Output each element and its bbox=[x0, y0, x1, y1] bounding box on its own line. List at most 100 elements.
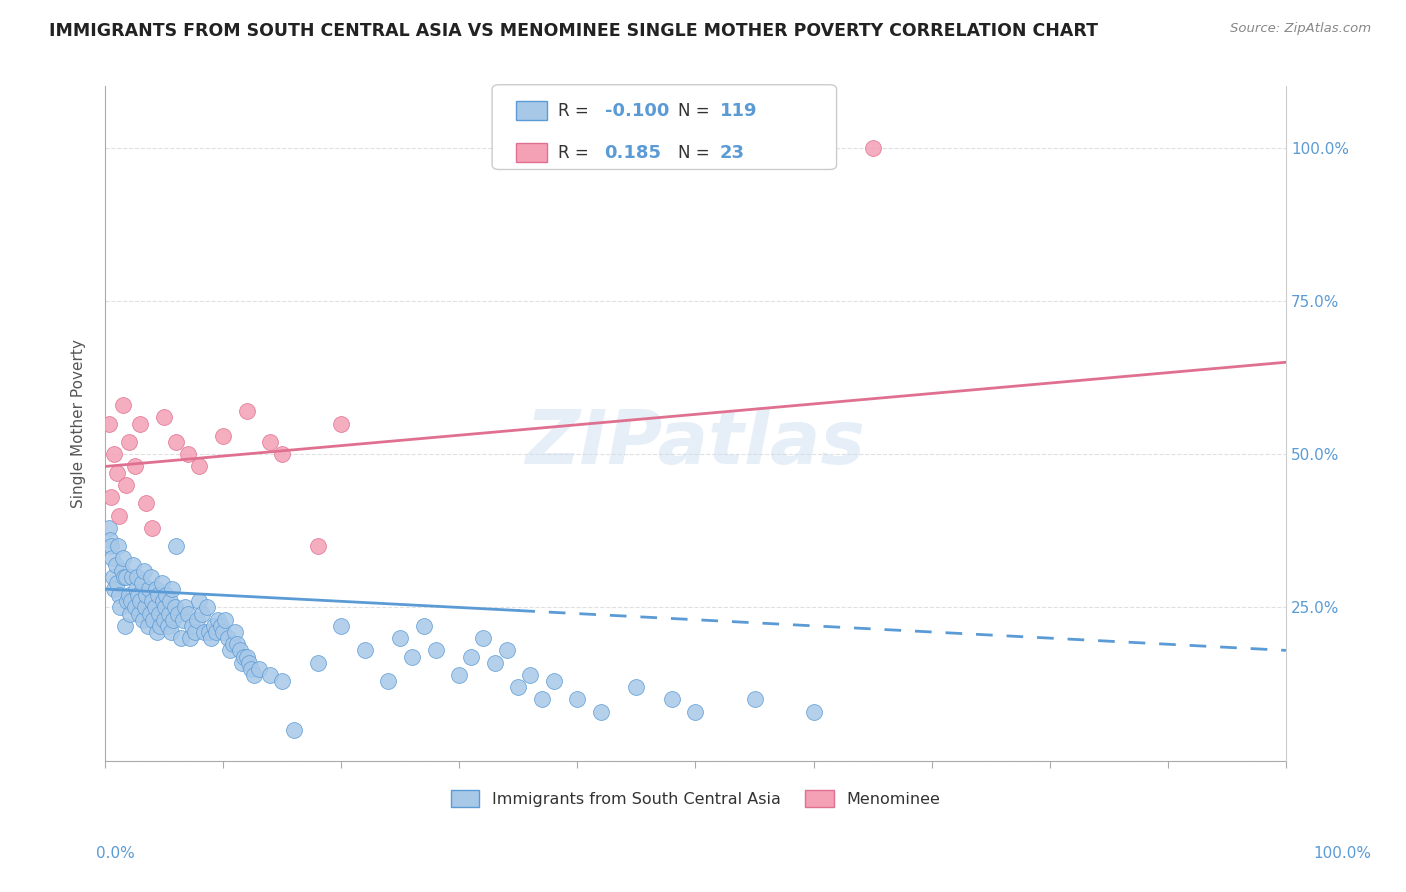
Point bbox=[160, 625, 183, 640]
Point bbox=[165, 434, 187, 449]
Text: 23: 23 bbox=[720, 144, 745, 161]
Point bbox=[141, 521, 163, 535]
Point bbox=[247, 662, 270, 676]
Point bbox=[259, 668, 281, 682]
Point bbox=[377, 673, 399, 688]
Point bbox=[307, 539, 329, 553]
Point bbox=[188, 594, 211, 608]
Text: 119: 119 bbox=[720, 102, 758, 120]
Point bbox=[146, 588, 169, 602]
Point bbox=[152, 594, 174, 608]
Point bbox=[115, 478, 138, 492]
Point bbox=[862, 141, 884, 155]
Point bbox=[155, 588, 177, 602]
Point bbox=[224, 625, 246, 640]
Point bbox=[100, 539, 122, 553]
Point bbox=[271, 673, 294, 688]
Point bbox=[139, 607, 162, 621]
Point bbox=[412, 619, 434, 633]
Point bbox=[543, 673, 565, 688]
Point bbox=[135, 588, 157, 602]
Point bbox=[195, 600, 218, 615]
Point bbox=[115, 570, 138, 584]
Point bbox=[330, 417, 353, 431]
Point bbox=[108, 508, 131, 523]
Point bbox=[240, 662, 263, 676]
Point bbox=[567, 692, 589, 706]
Point bbox=[307, 656, 329, 670]
Point bbox=[120, 594, 142, 608]
Point bbox=[142, 613, 165, 627]
Point bbox=[162, 582, 184, 596]
Point bbox=[122, 558, 145, 572]
Point bbox=[118, 607, 141, 621]
Point bbox=[238, 656, 260, 670]
Point bbox=[125, 582, 148, 596]
Point bbox=[389, 631, 412, 645]
Point bbox=[179, 631, 201, 645]
Text: Source: ZipAtlas.com: Source: ZipAtlas.com bbox=[1230, 22, 1371, 36]
Point bbox=[127, 588, 149, 602]
Point bbox=[176, 607, 198, 621]
Point bbox=[112, 570, 135, 584]
Point bbox=[425, 643, 447, 657]
Text: 0.185: 0.185 bbox=[605, 144, 662, 161]
Point bbox=[484, 656, 506, 670]
Point bbox=[104, 558, 127, 572]
Point bbox=[233, 649, 256, 664]
Point bbox=[149, 619, 172, 633]
Point bbox=[217, 631, 239, 645]
Point bbox=[212, 429, 235, 443]
Point bbox=[212, 625, 235, 640]
Point bbox=[243, 668, 266, 682]
Point bbox=[353, 643, 375, 657]
Point bbox=[803, 705, 825, 719]
Point bbox=[193, 625, 215, 640]
Point bbox=[138, 582, 160, 596]
Point bbox=[156, 619, 179, 633]
Point bbox=[135, 496, 157, 510]
Point bbox=[121, 570, 143, 584]
Point bbox=[207, 613, 229, 627]
Point bbox=[139, 570, 162, 584]
Point bbox=[202, 619, 225, 633]
Point bbox=[103, 570, 125, 584]
Point bbox=[219, 643, 242, 657]
Text: IMMIGRANTS FROM SOUTH CENTRAL ASIA VS MENOMINEE SINGLE MOTHER POVERTY CORRELATIO: IMMIGRANTS FROM SOUTH CENTRAL ASIA VS ME… bbox=[49, 22, 1098, 40]
Point bbox=[129, 417, 152, 431]
Point bbox=[110, 600, 132, 615]
Point bbox=[132, 564, 155, 578]
Point bbox=[111, 551, 134, 566]
Text: N =: N = bbox=[678, 144, 714, 161]
Point bbox=[150, 576, 173, 591]
Point bbox=[508, 680, 530, 694]
Point bbox=[145, 582, 167, 596]
Point bbox=[200, 631, 222, 645]
Point bbox=[228, 643, 250, 657]
Point bbox=[167, 607, 190, 621]
Point bbox=[117, 434, 139, 449]
Point bbox=[148, 607, 170, 621]
Point bbox=[176, 447, 198, 461]
Point bbox=[153, 410, 176, 425]
Point bbox=[110, 564, 132, 578]
Point bbox=[174, 600, 197, 615]
Point bbox=[330, 619, 353, 633]
Point bbox=[685, 705, 707, 719]
Point bbox=[105, 576, 128, 591]
Point bbox=[449, 668, 471, 682]
Legend: Immigrants from South Central Asia, Menominee: Immigrants from South Central Asia, Meno… bbox=[444, 784, 946, 814]
Point bbox=[134, 600, 156, 615]
Point bbox=[103, 447, 125, 461]
Point bbox=[186, 613, 208, 627]
Point bbox=[131, 576, 153, 591]
Point bbox=[283, 723, 305, 737]
Point bbox=[231, 656, 253, 670]
Point bbox=[98, 533, 121, 547]
Point bbox=[235, 404, 257, 418]
Point bbox=[495, 643, 517, 657]
Point bbox=[589, 705, 612, 719]
Point bbox=[107, 539, 129, 553]
Point bbox=[661, 692, 683, 706]
Point bbox=[103, 582, 125, 596]
